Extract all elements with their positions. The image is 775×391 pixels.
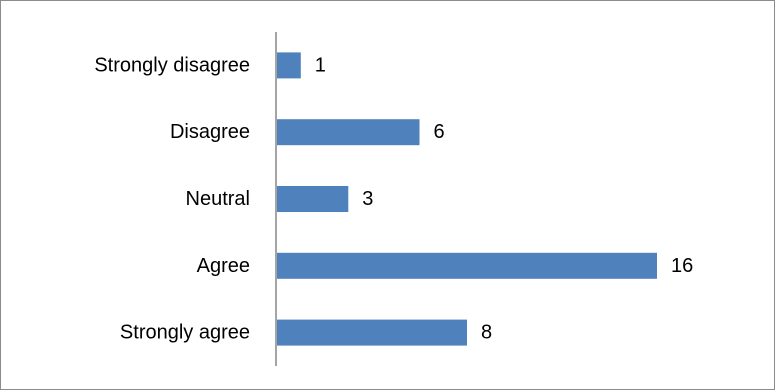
value-label: 6	[434, 121, 445, 143]
category-label: Agree	[197, 255, 250, 277]
category-label: Neutral	[186, 188, 250, 210]
bar	[277, 52, 301, 79]
value-label: 16	[671, 255, 693, 277]
value-label: 1	[315, 54, 326, 76]
bar	[277, 319, 467, 346]
category-label: Strongly agree	[120, 322, 250, 344]
bar	[277, 119, 420, 146]
value-label: 3	[362, 188, 373, 210]
value-label: 8	[481, 322, 492, 344]
bar	[277, 186, 349, 212]
category-label: Strongly disagree	[94, 54, 250, 76]
bar	[277, 252, 657, 279]
category-label: Disagree	[170, 121, 250, 143]
